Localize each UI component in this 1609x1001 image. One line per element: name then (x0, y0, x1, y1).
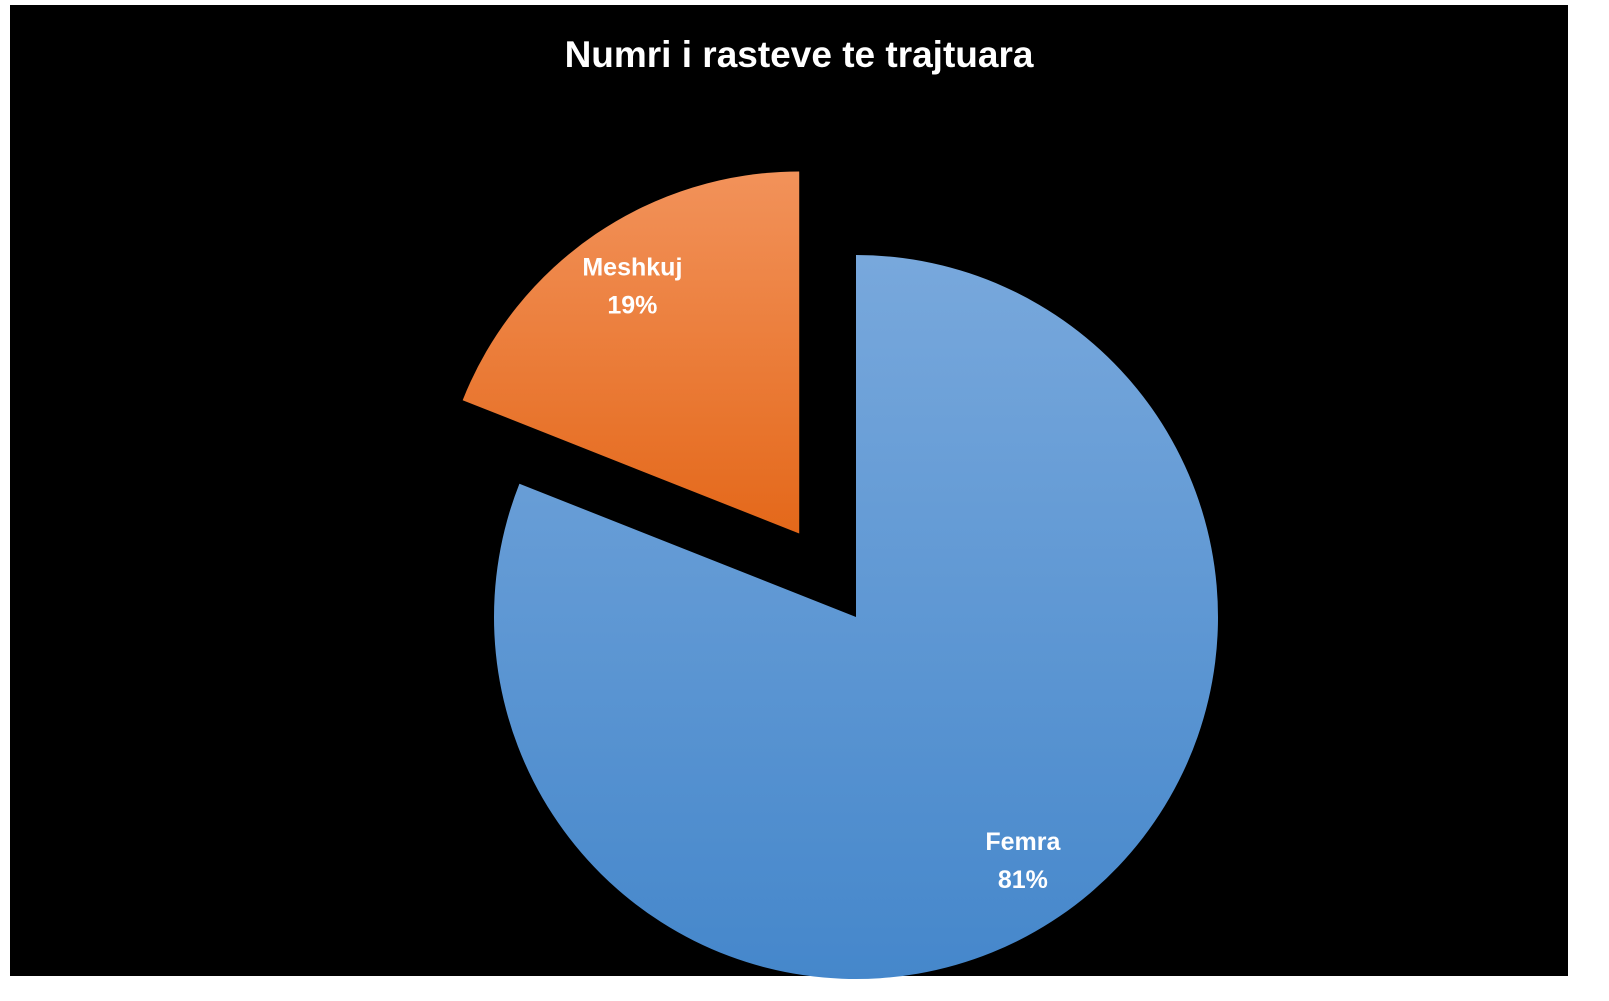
pie-slice (493, 255, 1218, 979)
pie-slice (462, 171, 800, 534)
slice-label: Femra (985, 828, 1061, 856)
slice-label: Meshkuj (582, 254, 682, 282)
slice-value-label: 19% (607, 292, 657, 320)
slice-value-label: 81% (998, 866, 1048, 894)
chart-title: Numri i rasteve te trajtuara (565, 34, 1034, 75)
